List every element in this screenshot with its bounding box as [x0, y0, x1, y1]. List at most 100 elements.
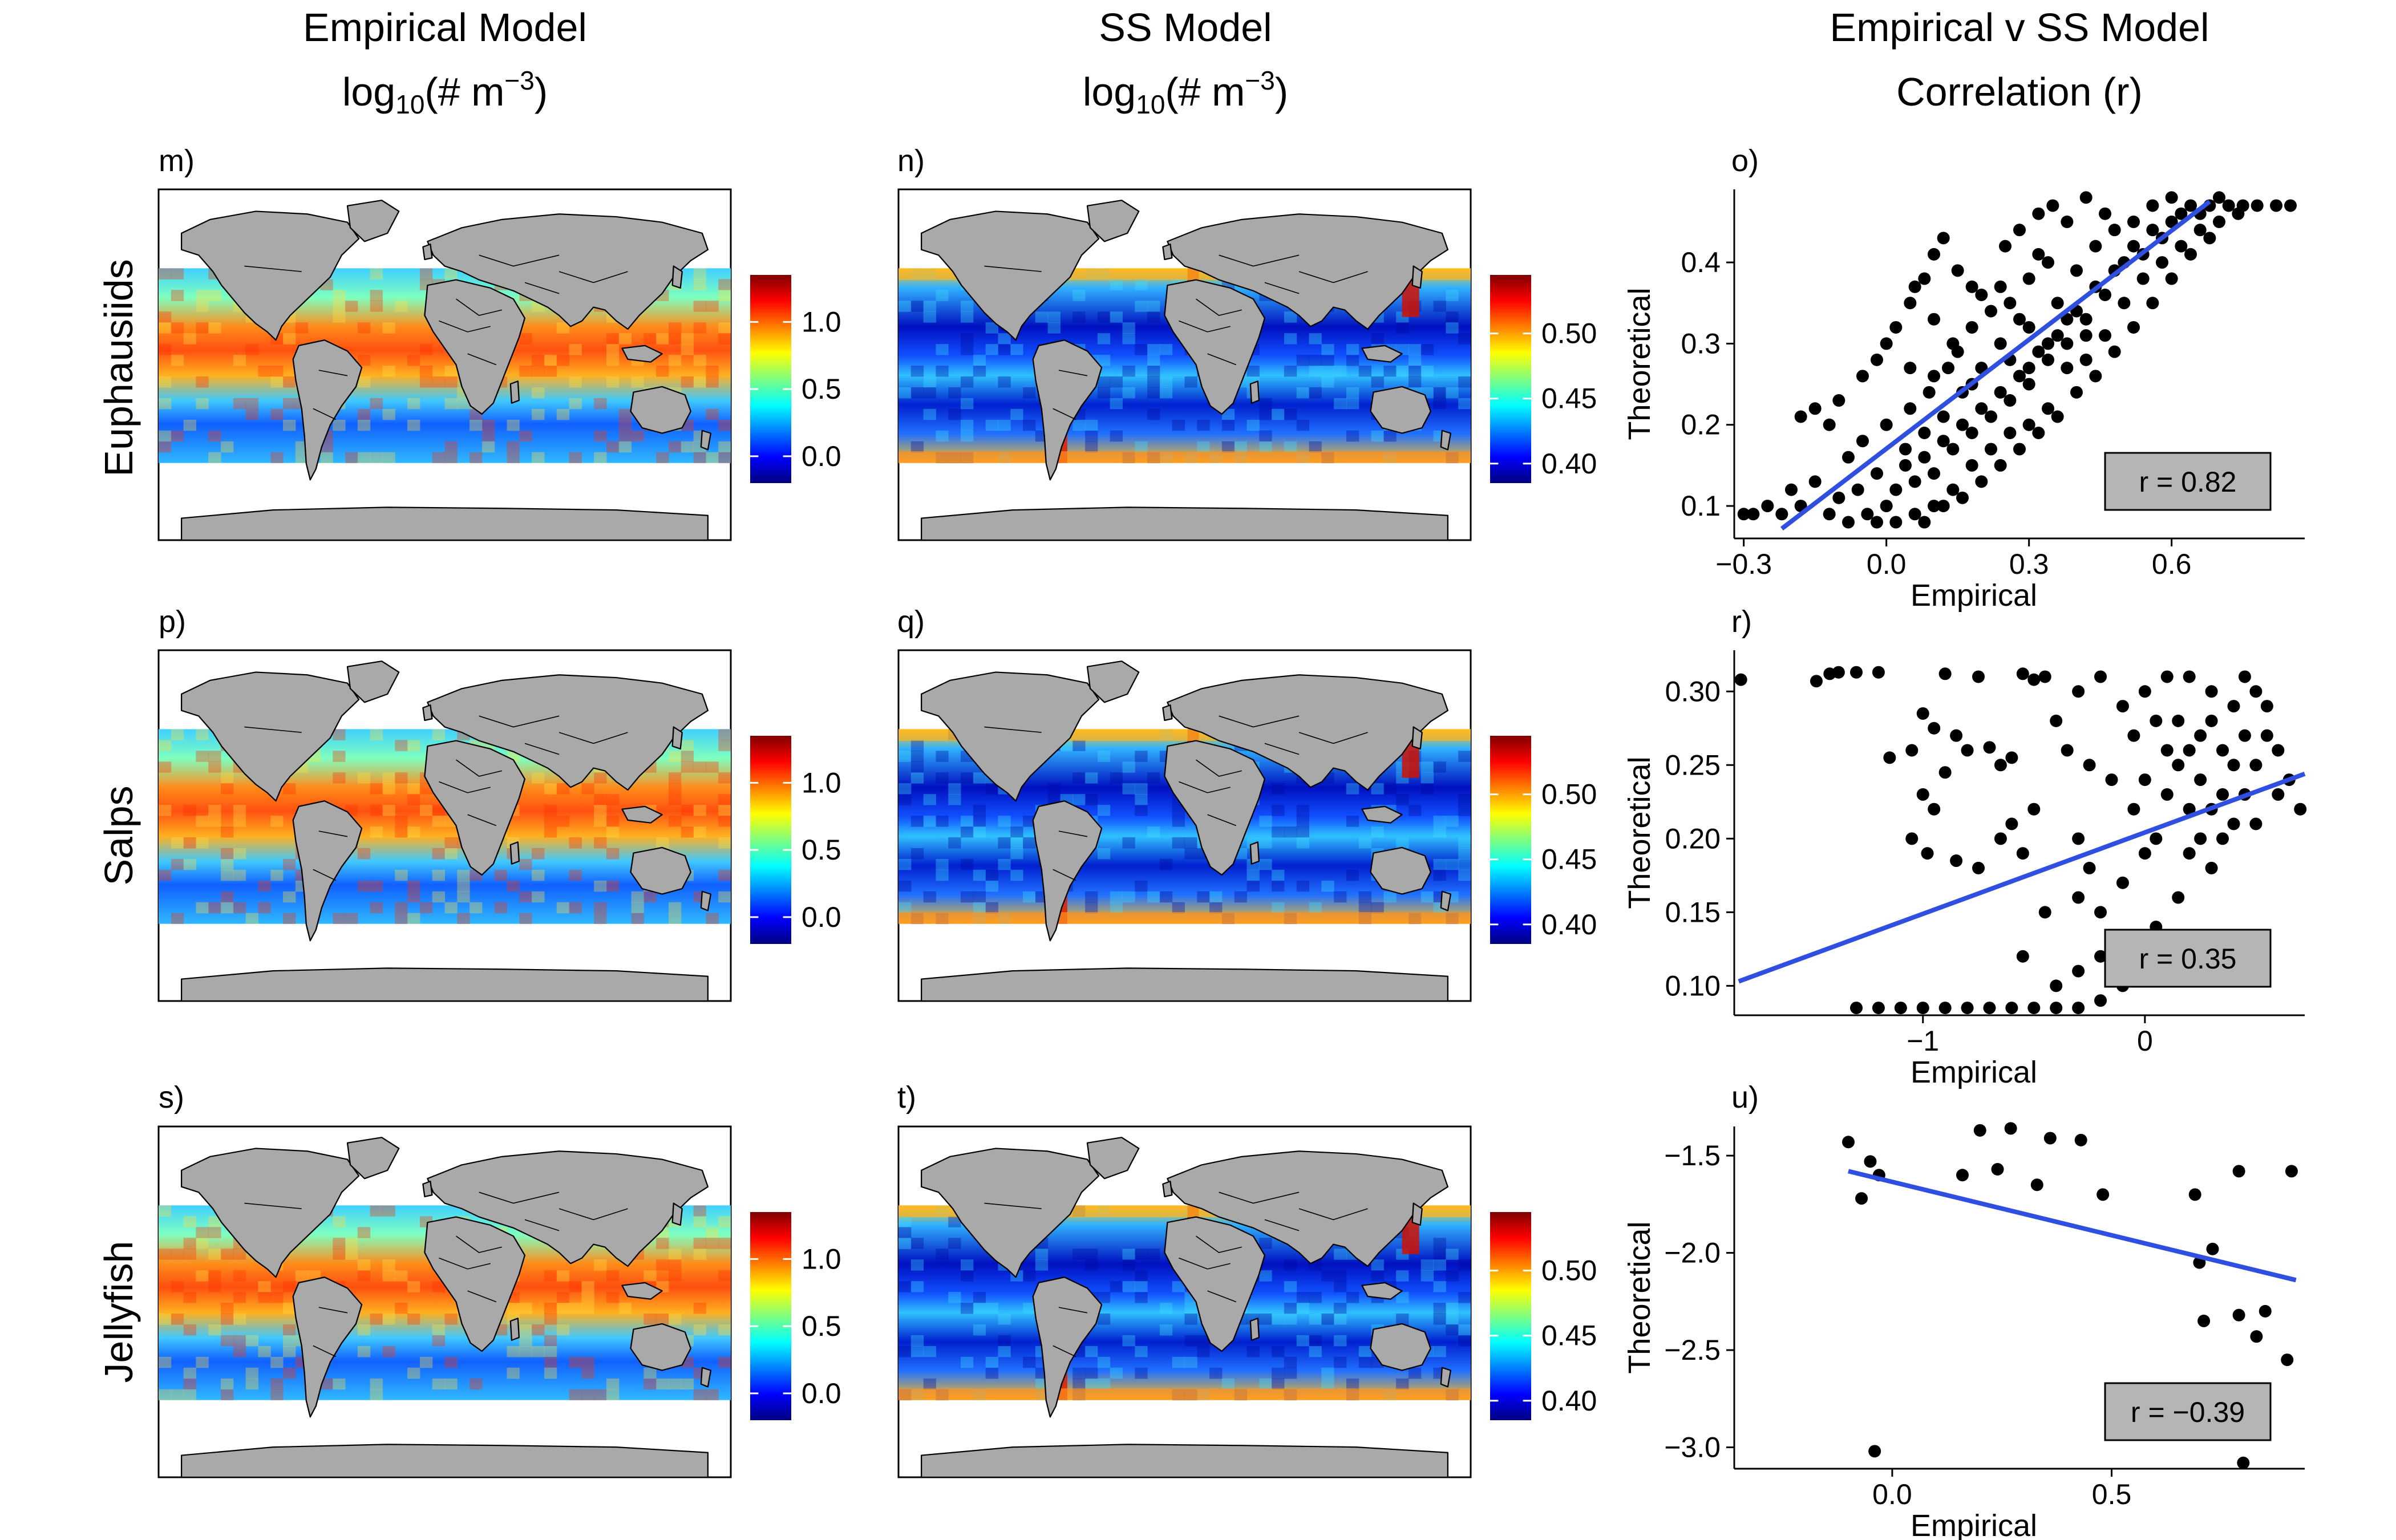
data-points	[1734, 666, 2307, 1015]
country-border	[1058, 1307, 1088, 1314]
panel-label: q)	[897, 605, 925, 639]
country-border	[456, 1235, 503, 1253]
data-point	[1983, 741, 1996, 754]
data-point	[2004, 394, 2017, 407]
land-australia	[630, 386, 691, 434]
data-point	[2072, 1002, 2085, 1015]
x-tick-label: 0	[2137, 1025, 2153, 1057]
colorbar-tick-label: 0.40	[1541, 1385, 1597, 1417]
data-point	[1916, 1002, 1929, 1015]
panel-label: o)	[1731, 144, 1759, 178]
country-border	[318, 370, 348, 376]
land-masses	[920, 1137, 1452, 1477]
data-point	[2005, 817, 2018, 830]
land-antarctica	[920, 967, 1449, 1001]
data-point	[2249, 685, 2263, 698]
country-border	[439, 1257, 491, 1270]
country-border	[558, 271, 628, 283]
country-border	[1219, 715, 1300, 728]
land-antarctica	[180, 506, 709, 540]
data-point	[1965, 426, 1978, 439]
data-point	[2127, 321, 2140, 334]
data-point	[2251, 199, 2264, 212]
data-point	[2146, 297, 2159, 310]
country-border	[456, 298, 503, 316]
data-point	[2089, 370, 2102, 383]
country-border	[467, 1290, 497, 1303]
country-border	[313, 869, 337, 881]
panel-label: t)	[897, 1080, 916, 1115]
y-tick-label: −2.0	[1664, 1237, 1721, 1269]
data-point	[2094, 994, 2107, 1007]
colorbar-empirical-2: 1.0 0.5 0.0	[750, 1212, 841, 1420]
data-points	[1737, 191, 2297, 529]
data-point	[2027, 803, 2041, 816]
data-point	[1918, 451, 1931, 464]
data-point	[2032, 426, 2045, 439]
data-point	[2203, 232, 2216, 245]
country-border	[984, 726, 1042, 733]
data-point	[1842, 451, 1855, 464]
land-indonesia	[621, 1282, 663, 1300]
data-point	[2070, 264, 2083, 277]
data-point	[1899, 443, 1912, 456]
colorbar-tick-label: 0.0	[802, 901, 841, 933]
land-japan	[671, 1202, 683, 1226]
data-point	[1747, 508, 1760, 521]
y-tick-label: 0.2	[1681, 409, 1721, 441]
data-point	[1928, 722, 1941, 735]
data-point	[2238, 729, 2251, 742]
data-point	[2027, 673, 2041, 686]
y-axis-label: Theoretical	[1622, 1221, 1657, 1373]
country-border	[1196, 1235, 1242, 1253]
data-point	[1994, 459, 2007, 472]
data-point	[2188, 1188, 2201, 1201]
land-greenland	[1086, 1137, 1140, 1180]
land-australia	[1370, 1323, 1431, 1371]
x-tick-label: 0.0	[1872, 1478, 1912, 1510]
data-point	[1937, 410, 1950, 423]
data-point	[1905, 744, 1919, 757]
data-point	[2193, 224, 2207, 237]
land-uk	[422, 704, 433, 722]
column-title-line1: Empirical v SS Model	[1830, 5, 2209, 50]
land-masses	[180, 1137, 712, 1477]
land-newZealand	[1440, 429, 1452, 451]
data-point	[1991, 1163, 2004, 1176]
scatter-plot-u: 0.0 0.5 −1.5 −2.0 −2.5 −3.0 Empirical Theoretic…	[1622, 1122, 2305, 1540]
data-point	[2116, 700, 2129, 713]
data-point	[2079, 353, 2093, 366]
data-point	[2027, 1002, 2041, 1015]
colorbar-tick-label: 0.0	[802, 1377, 841, 1409]
country-border	[1179, 1257, 1231, 1270]
column-title-line2: log10(# m−3)	[342, 66, 548, 119]
colorbars: 1.00.50.00.500.450.401.00.50.00.500.450.…	[750, 275, 1597, 1420]
data-point	[2051, 297, 2064, 310]
country-border	[558, 1208, 628, 1221]
data-point	[2250, 1330, 2263, 1343]
colorbar-tick-label: 0.5	[802, 373, 841, 405]
data-point	[1946, 443, 1960, 456]
x-axis-label: Empirical	[1911, 1055, 2037, 1089]
data-point	[1956, 491, 1969, 504]
data-point	[2032, 207, 2045, 220]
x-axis-label: Empirical	[1911, 578, 2037, 613]
data-point	[1994, 386, 2007, 399]
country-border	[244, 265, 302, 272]
country-border	[313, 1345, 337, 1357]
land-indonesia	[1361, 805, 1403, 824]
data-point	[1961, 744, 1974, 757]
colorbar-tick-label: 0.40	[1541, 448, 1597, 480]
data-point	[2004, 1122, 2017, 1135]
country-border	[984, 1202, 1042, 1209]
data-point	[2089, 240, 2102, 253]
land-newZealand	[700, 1367, 712, 1388]
data-point	[2284, 199, 2297, 212]
data-point	[2079, 191, 2093, 204]
data-point	[2050, 979, 2063, 992]
data-point	[2227, 700, 2240, 713]
land-uk	[1162, 243, 1173, 261]
colorbar-ss-2: 0.50 0.45 0.40	[1490, 1212, 1597, 1420]
land-greenland	[1086, 200, 1140, 242]
correlation-box: r = 0.35	[2104, 929, 2272, 988]
